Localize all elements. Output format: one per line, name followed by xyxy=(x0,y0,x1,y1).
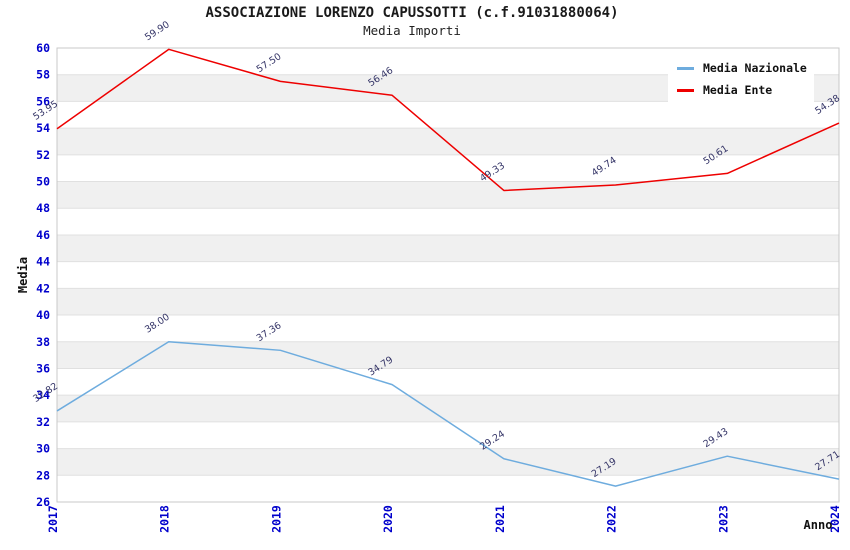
x-tick-label: 2019 xyxy=(269,505,283,533)
x-tick-label: 2021 xyxy=(493,505,507,533)
plot-band xyxy=(57,101,839,129)
chart-title: ASSOCIAZIONE LORENZO CAPUSSOTTI (c.f.910… xyxy=(205,5,619,21)
x-tick-label: 2023 xyxy=(716,505,730,533)
legend-label-media-nazionale: Media Nazionale xyxy=(703,61,807,75)
plot-band xyxy=(57,448,839,476)
y-tick-label: 42 xyxy=(36,281,50,295)
plot-band xyxy=(57,341,839,369)
plot-band xyxy=(57,315,839,342)
y-axis-title: Media xyxy=(16,257,30,293)
y-tick-label: 44 xyxy=(36,255,50,269)
legend-line-marker-blue xyxy=(677,66,694,70)
plot-band xyxy=(57,395,839,422)
y-tick-label: 32 xyxy=(36,415,50,429)
y-tick-label: 48 xyxy=(36,201,50,215)
plot-band xyxy=(57,475,839,502)
series-line-media-nazionale xyxy=(56,341,840,487)
plot-band xyxy=(57,234,839,262)
plot-band xyxy=(57,261,839,289)
y-tick-label: 46 xyxy=(36,228,50,242)
x-tick-label: 2024 xyxy=(828,505,842,533)
point-label: 59.90 xyxy=(143,19,172,43)
chart-subtitle: Media Importi xyxy=(363,23,461,38)
x-tick-label: 2020 xyxy=(381,505,395,533)
plot-band xyxy=(57,154,839,182)
y-tick-label: 54 xyxy=(36,121,50,135)
plot-band xyxy=(57,208,839,235)
plot-border xyxy=(56,47,840,503)
plot-band xyxy=(57,128,839,155)
y-tick-label: 26 xyxy=(36,495,50,509)
legend-line-marker-red xyxy=(677,88,694,92)
y-tick-label: 38 xyxy=(36,335,50,349)
plot-band xyxy=(57,368,839,396)
y-tick-label: 36 xyxy=(36,361,50,375)
x-tick-label: 2017 xyxy=(46,505,60,533)
x-tick-label: 2022 xyxy=(605,505,619,533)
series-line-media-ente xyxy=(56,48,840,192)
legend-label-media-ente: Media Ente xyxy=(703,83,773,97)
x-axis-title: Anno xyxy=(804,518,833,532)
y-tick-label: 30 xyxy=(36,442,50,456)
legend-item-media-ente: Media Ente xyxy=(677,79,814,101)
plot-band xyxy=(57,288,839,316)
plot-band xyxy=(57,421,839,449)
legend: Media Nazionale Media Ente xyxy=(668,53,814,105)
y-tick-label: 52 xyxy=(36,148,50,162)
plot-band xyxy=(57,181,839,209)
y-tick-label: 34 xyxy=(36,388,50,402)
y-tick-label: 60 xyxy=(36,41,50,55)
y-tick-label: 58 xyxy=(36,68,50,82)
y-tick-label: 56 xyxy=(36,94,50,108)
y-tick-label: 50 xyxy=(36,175,50,189)
y-tick-label: 28 xyxy=(36,468,50,482)
x-tick-label: 2018 xyxy=(158,505,172,533)
y-tick-label: 40 xyxy=(36,308,50,322)
legend-item-media-nazionale: Media Nazionale xyxy=(677,57,814,79)
